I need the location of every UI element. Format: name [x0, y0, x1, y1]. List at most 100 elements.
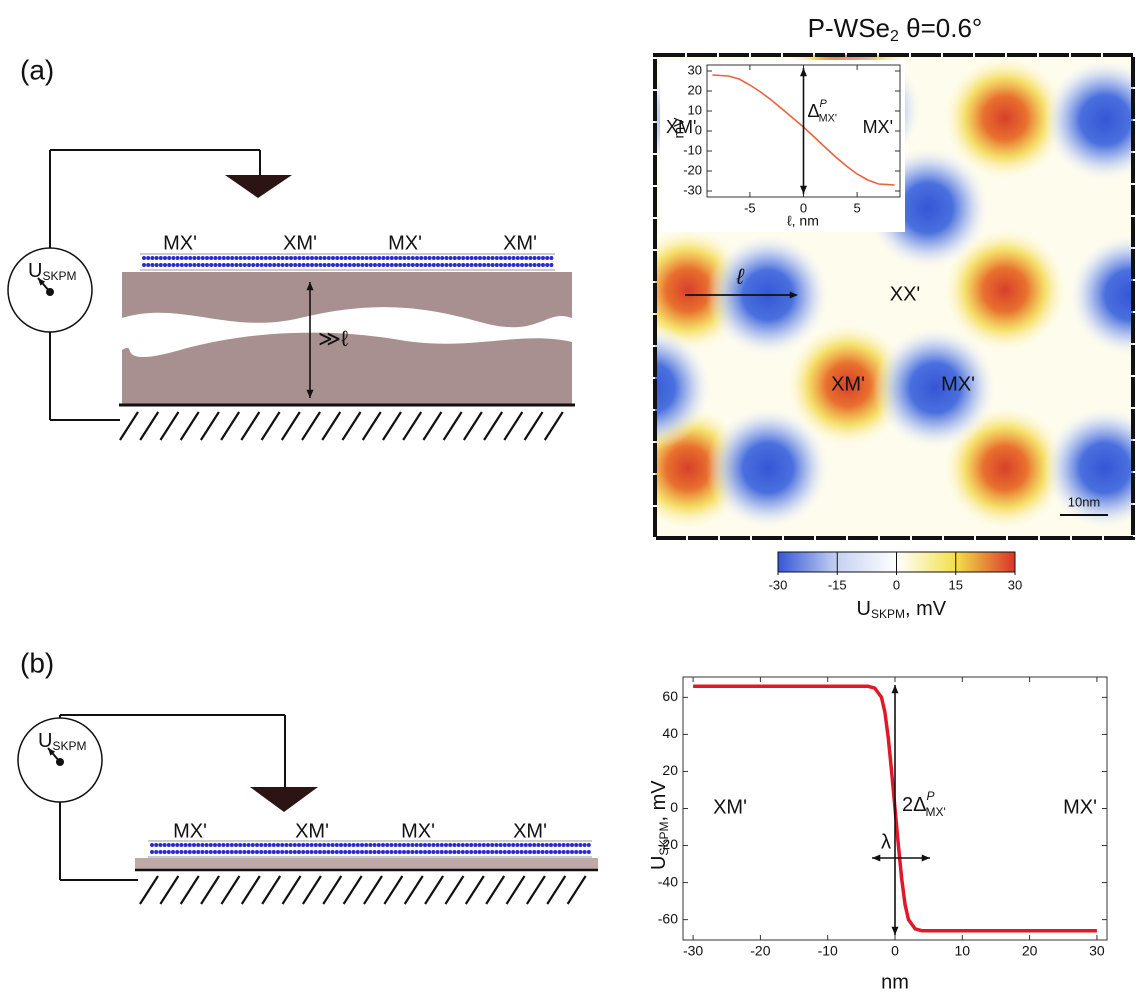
atom	[150, 843, 154, 847]
atom	[335, 850, 339, 854]
atom	[272, 843, 276, 847]
ground-hatch	[423, 412, 441, 440]
atom	[167, 263, 171, 267]
atom	[566, 850, 570, 854]
atom	[293, 843, 297, 847]
atom	[402, 850, 406, 854]
atom	[339, 843, 343, 847]
atom	[209, 256, 213, 260]
atom	[562, 850, 566, 854]
atom	[427, 843, 431, 847]
atom	[213, 843, 217, 847]
atom	[549, 843, 553, 847]
atom	[377, 850, 381, 854]
atom	[239, 256, 243, 260]
atom	[452, 843, 456, 847]
atom	[423, 843, 427, 847]
atom	[230, 256, 234, 260]
atom	[390, 256, 394, 260]
atom	[360, 850, 364, 854]
atom	[453, 256, 457, 260]
atom	[264, 263, 268, 267]
atom	[323, 256, 327, 260]
atom	[268, 850, 272, 854]
atom	[520, 263, 524, 267]
atom	[179, 850, 183, 854]
atom	[331, 263, 335, 267]
atom	[356, 850, 360, 854]
atom	[171, 843, 175, 847]
atom	[213, 256, 217, 260]
x-tick-label: 5	[853, 200, 860, 215]
atom	[499, 850, 503, 854]
y-tick-label: 60	[662, 688, 678, 704]
atom	[457, 850, 461, 854]
ground-hatch	[444, 412, 462, 440]
arrow-label: ℓ	[735, 264, 744, 289]
atom	[381, 256, 385, 260]
atom	[163, 263, 167, 267]
atom	[163, 256, 167, 260]
region-label: XM'	[503, 232, 537, 254]
atom	[415, 850, 419, 854]
atom	[377, 843, 381, 847]
ground-hatch	[160, 876, 178, 904]
y-tick-label: -30	[683, 182, 702, 197]
atom	[348, 256, 352, 260]
annotation: XM'	[666, 117, 696, 137]
atom	[490, 850, 494, 854]
atom	[302, 256, 306, 260]
atom	[528, 850, 532, 854]
atom	[528, 843, 532, 847]
atom	[461, 263, 465, 267]
ground-hatch	[120, 412, 138, 440]
atom	[524, 263, 528, 267]
atom	[243, 263, 247, 267]
atom	[222, 263, 226, 267]
atom	[432, 263, 436, 267]
atom	[465, 843, 469, 847]
atom	[411, 256, 415, 260]
atom	[217, 850, 221, 854]
atom	[491, 256, 495, 260]
atom	[280, 843, 284, 847]
atom	[297, 843, 301, 847]
atom	[209, 850, 213, 854]
atom	[289, 263, 293, 267]
atom	[318, 850, 322, 854]
atom	[381, 263, 385, 267]
atom	[200, 850, 204, 854]
atom	[507, 263, 511, 267]
atom	[541, 850, 545, 854]
atom	[264, 256, 268, 260]
atom	[196, 843, 200, 847]
atom	[461, 256, 465, 260]
atom	[226, 843, 230, 847]
ground-hatch	[242, 876, 260, 904]
atom	[419, 263, 423, 267]
atom	[188, 263, 192, 267]
atom	[537, 263, 541, 267]
pivot	[46, 288, 54, 296]
ground-hatch	[282, 412, 300, 440]
superscript: P	[820, 98, 828, 110]
atom	[167, 256, 171, 260]
atom	[419, 256, 423, 260]
ground-hatch	[364, 876, 382, 904]
atom	[352, 843, 356, 847]
atom	[310, 263, 314, 267]
atom	[520, 843, 524, 847]
atom	[222, 256, 226, 260]
atom	[495, 256, 499, 260]
atom	[285, 263, 289, 267]
symbol: U	[38, 730, 52, 752]
symbol: U	[648, 856, 670, 870]
atom	[394, 843, 398, 847]
title-main: P-WSe	[808, 13, 890, 43]
atom	[469, 843, 473, 847]
unit: , mV	[905, 598, 947, 620]
atom	[281, 256, 285, 260]
atom	[179, 843, 183, 847]
atom	[503, 850, 507, 854]
ground-hatch	[486, 876, 504, 904]
